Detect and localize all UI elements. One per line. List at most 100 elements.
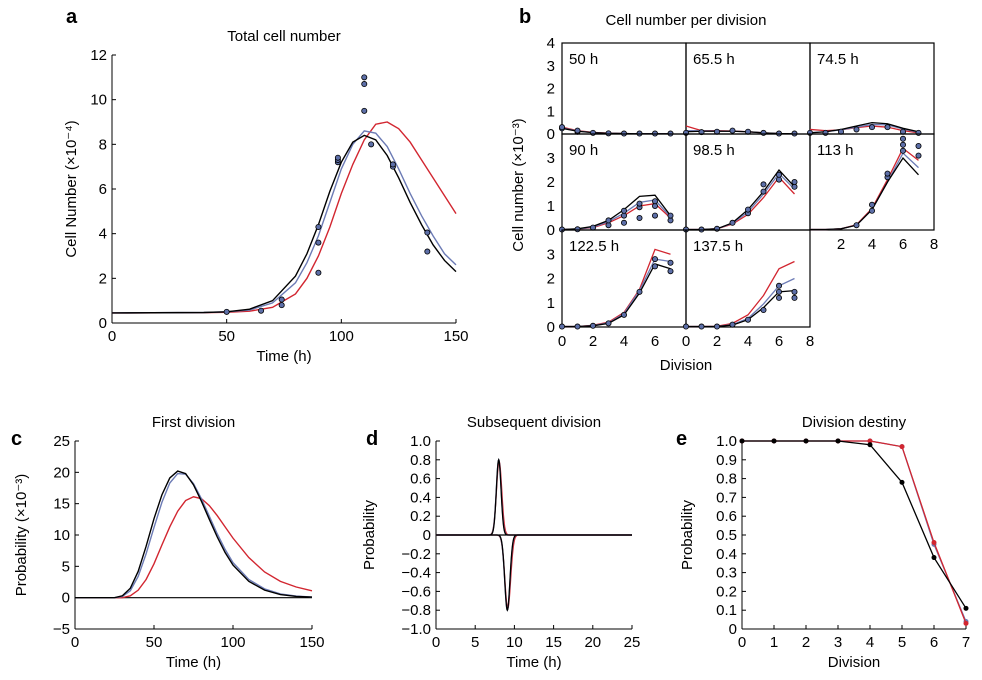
data-point [745, 206, 752, 213]
subplot-frame [685, 229, 811, 328]
data-point [361, 81, 368, 88]
y-tick-label: 6 [99, 181, 107, 198]
data-point [667, 268, 674, 275]
data-point [931, 555, 937, 561]
y-tick-label: 4 [99, 226, 107, 243]
data-point [745, 316, 752, 323]
x-tick-label: 0 [108, 328, 116, 345]
data-point [683, 323, 690, 330]
data-point [389, 161, 396, 168]
data-point [334, 154, 341, 161]
y-tick-label: 0 [729, 621, 737, 638]
x-tick-label: 4 [866, 634, 874, 651]
x-tick-label: 15 [545, 634, 562, 651]
chart-title: Division destiny [802, 414, 907, 431]
subplot-8: 137.5 h 0 2 4 6 8 [682, 229, 814, 350]
x-tick-label: 0 [432, 634, 440, 651]
data-point [915, 129, 922, 136]
y-tick-label: 0 [99, 315, 107, 332]
y-tick-label: 0.2 [716, 583, 737, 600]
time-label: 65.5 h [693, 51, 735, 68]
y-tick-label: 0 [423, 527, 431, 544]
data-point [776, 171, 783, 178]
chart-title: First division [152, 414, 235, 431]
y-tick-label: 1 [547, 103, 555, 120]
panel-a: 0 50 100 150 0 2 4 6 8 10 12 Total cell number Time … [63, 28, 469, 365]
y-axis-label: Probability [361, 499, 378, 570]
data-point [900, 135, 907, 142]
data-point [574, 226, 581, 233]
x-tick-label: 6 [930, 634, 938, 651]
data-point [900, 141, 907, 148]
data-point [760, 188, 767, 195]
subplot-1: 50 h 0 1 2 3 4 [547, 35, 687, 143]
y-tick-label: 3 [547, 150, 555, 167]
data-point [698, 323, 705, 330]
x-tick-label: 100 [220, 634, 245, 651]
subplot-5: 98.5 h [683, 133, 811, 233]
panel-label-a: a [66, 6, 78, 28]
data-point [361, 107, 368, 114]
data-point [574, 127, 581, 134]
x-tick-label: 150 [299, 634, 324, 651]
data-point [667, 212, 674, 219]
y-tick-label: 2 [547, 271, 555, 288]
data-point [605, 217, 612, 224]
data-point [636, 214, 643, 221]
data-point [714, 225, 721, 232]
x-tick-label: 0 [558, 333, 566, 350]
data-point [574, 323, 581, 330]
y-tick-label: 0.6 [410, 471, 431, 488]
chart-title: Subsequent division [467, 414, 601, 431]
data-point [315, 223, 322, 230]
y-tick-label: 0.4 [716, 546, 737, 563]
y-tick-label: 1.0 [716, 433, 737, 450]
x-tick-label: 25 [624, 634, 641, 651]
y-tick-label: −0.6 [401, 583, 431, 600]
data-point [729, 321, 736, 328]
y-tick-label: 10 [90, 92, 107, 109]
y-tick-label: 0.8 [716, 471, 737, 488]
panel-label-c: c [11, 428, 22, 450]
subplot-frame [809, 133, 935, 231]
y-tick-label: −0.2 [401, 546, 431, 563]
data-point [278, 302, 285, 309]
series-line-black [742, 440, 967, 609]
y-axis-label: Probability [679, 499, 696, 570]
series-line-red [809, 125, 919, 134]
data-point [636, 200, 643, 207]
data-point [853, 126, 860, 133]
data-point [771, 438, 777, 444]
y-tick-label: 1 [547, 295, 555, 312]
time-label: 122.5 h [569, 238, 619, 255]
data-point [621, 207, 628, 214]
data-point [590, 322, 597, 329]
data-point [621, 219, 628, 226]
time-label: 74.5 h [817, 51, 859, 68]
x-tick-label: 2 [713, 333, 721, 350]
data-point [667, 259, 674, 266]
data-point [899, 444, 905, 450]
y-tick-label: −0.8 [401, 602, 431, 619]
x-tick-label: 4 [744, 333, 752, 350]
y-tick-label: 8 [99, 136, 107, 153]
data-point [714, 323, 721, 330]
y-tick-label: 10 [53, 527, 70, 544]
x-tick-label: 0 [738, 634, 746, 651]
data-point [791, 294, 798, 301]
y-tick-label: 12 [90, 47, 107, 64]
series-line-blue [742, 440, 967, 622]
data-point [760, 129, 767, 136]
data-point [867, 442, 873, 448]
series-line-red [75, 496, 313, 599]
series-line-blue [436, 534, 632, 612]
series-line-blue [111, 130, 457, 314]
data-point [223, 308, 230, 315]
y-tick-label: 3 [547, 58, 555, 75]
x-tick-label: 100 [329, 328, 354, 345]
data-point [621, 311, 628, 318]
data-point [899, 479, 905, 485]
x-tick-label: 20 [584, 634, 601, 651]
y-tick-label: 0 [547, 126, 555, 143]
